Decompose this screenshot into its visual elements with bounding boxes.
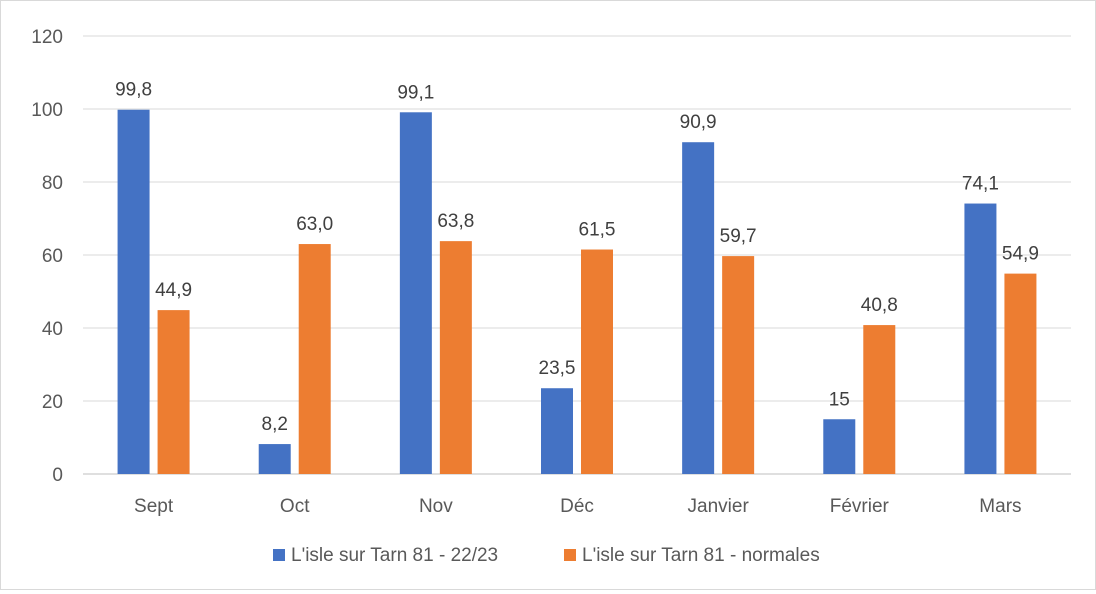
x-tick-label: Oct <box>280 496 310 517</box>
data-label: 23,5 <box>539 358 576 379</box>
data-label: 44,9 <box>155 280 192 301</box>
legend-swatch <box>564 549 576 561</box>
data-label: 63,8 <box>437 211 474 232</box>
data-label: 90,9 <box>680 112 717 133</box>
data-label: 99,1 <box>397 82 434 103</box>
bar-series1 <box>964 203 997 474</box>
y-axis: 0 20 40 60 80 100 120 <box>31 27 63 486</box>
bar-series2 <box>722 256 755 474</box>
gridlines <box>83 35 1071 475</box>
x-tick-label: Déc <box>560 496 594 517</box>
y-tick-label: 40 <box>42 319 63 340</box>
y-tick-label: 60 <box>42 246 63 267</box>
bar-series1 <box>682 142 715 474</box>
bar-series1 <box>117 109 150 474</box>
data-label: 74,1 <box>962 174 999 195</box>
data-label: 54,9 <box>1002 244 1039 265</box>
y-tick-label: 100 <box>31 100 63 121</box>
data-label: 15 <box>829 389 850 410</box>
x-tick-label: Mars <box>979 496 1021 517</box>
y-tick-label: 120 <box>31 27 63 48</box>
data-label: 8,2 <box>262 414 288 435</box>
y-tick-label: 20 <box>42 392 63 413</box>
x-tick-label: Février <box>830 496 890 517</box>
bar-series2 <box>1004 273 1037 474</box>
x-tick-label: Sept <box>134 496 174 517</box>
bar-series1 <box>399 112 432 474</box>
bar-series2 <box>157 310 190 474</box>
data-label: 59,7 <box>720 226 757 247</box>
x-tick-label: Janvier <box>688 496 750 517</box>
y-tick-label: 0 <box>52 465 63 486</box>
bar-series1 <box>258 444 291 474</box>
data-label: 40,8 <box>861 295 898 316</box>
legend-label: L'isle sur Tarn 81 - 22/23 <box>291 545 498 566</box>
legend-swatch <box>273 549 285 561</box>
data-labels: 99,8 44,9 8,2 63,0 99,1 63,8 23,5 61,5 90,9 59,7 1… <box>115 80 1039 435</box>
x-axis: Sept Oct Nov Déc Janvier Février Mars <box>134 496 1022 517</box>
y-tick-label: 80 <box>42 173 63 194</box>
bar-series1 <box>541 388 573 474</box>
data-label: 63,0 <box>296 214 333 235</box>
bar-series2 <box>581 249 613 474</box>
bar-series2 <box>863 325 896 474</box>
bar-series2 <box>439 241 472 474</box>
bars <box>117 109 1037 474</box>
legend: L'isle sur Tarn 81 - 22/23 L'isle sur Tar… <box>273 545 820 566</box>
data-label: 61,5 <box>579 220 616 241</box>
bar-series1 <box>823 419 856 474</box>
data-label: 99,8 <box>115 80 152 101</box>
x-tick-label: Nov <box>419 496 453 517</box>
bar-series2 <box>298 244 331 474</box>
legend-label: L'isle sur Tarn 81 - normales <box>582 545 820 566</box>
